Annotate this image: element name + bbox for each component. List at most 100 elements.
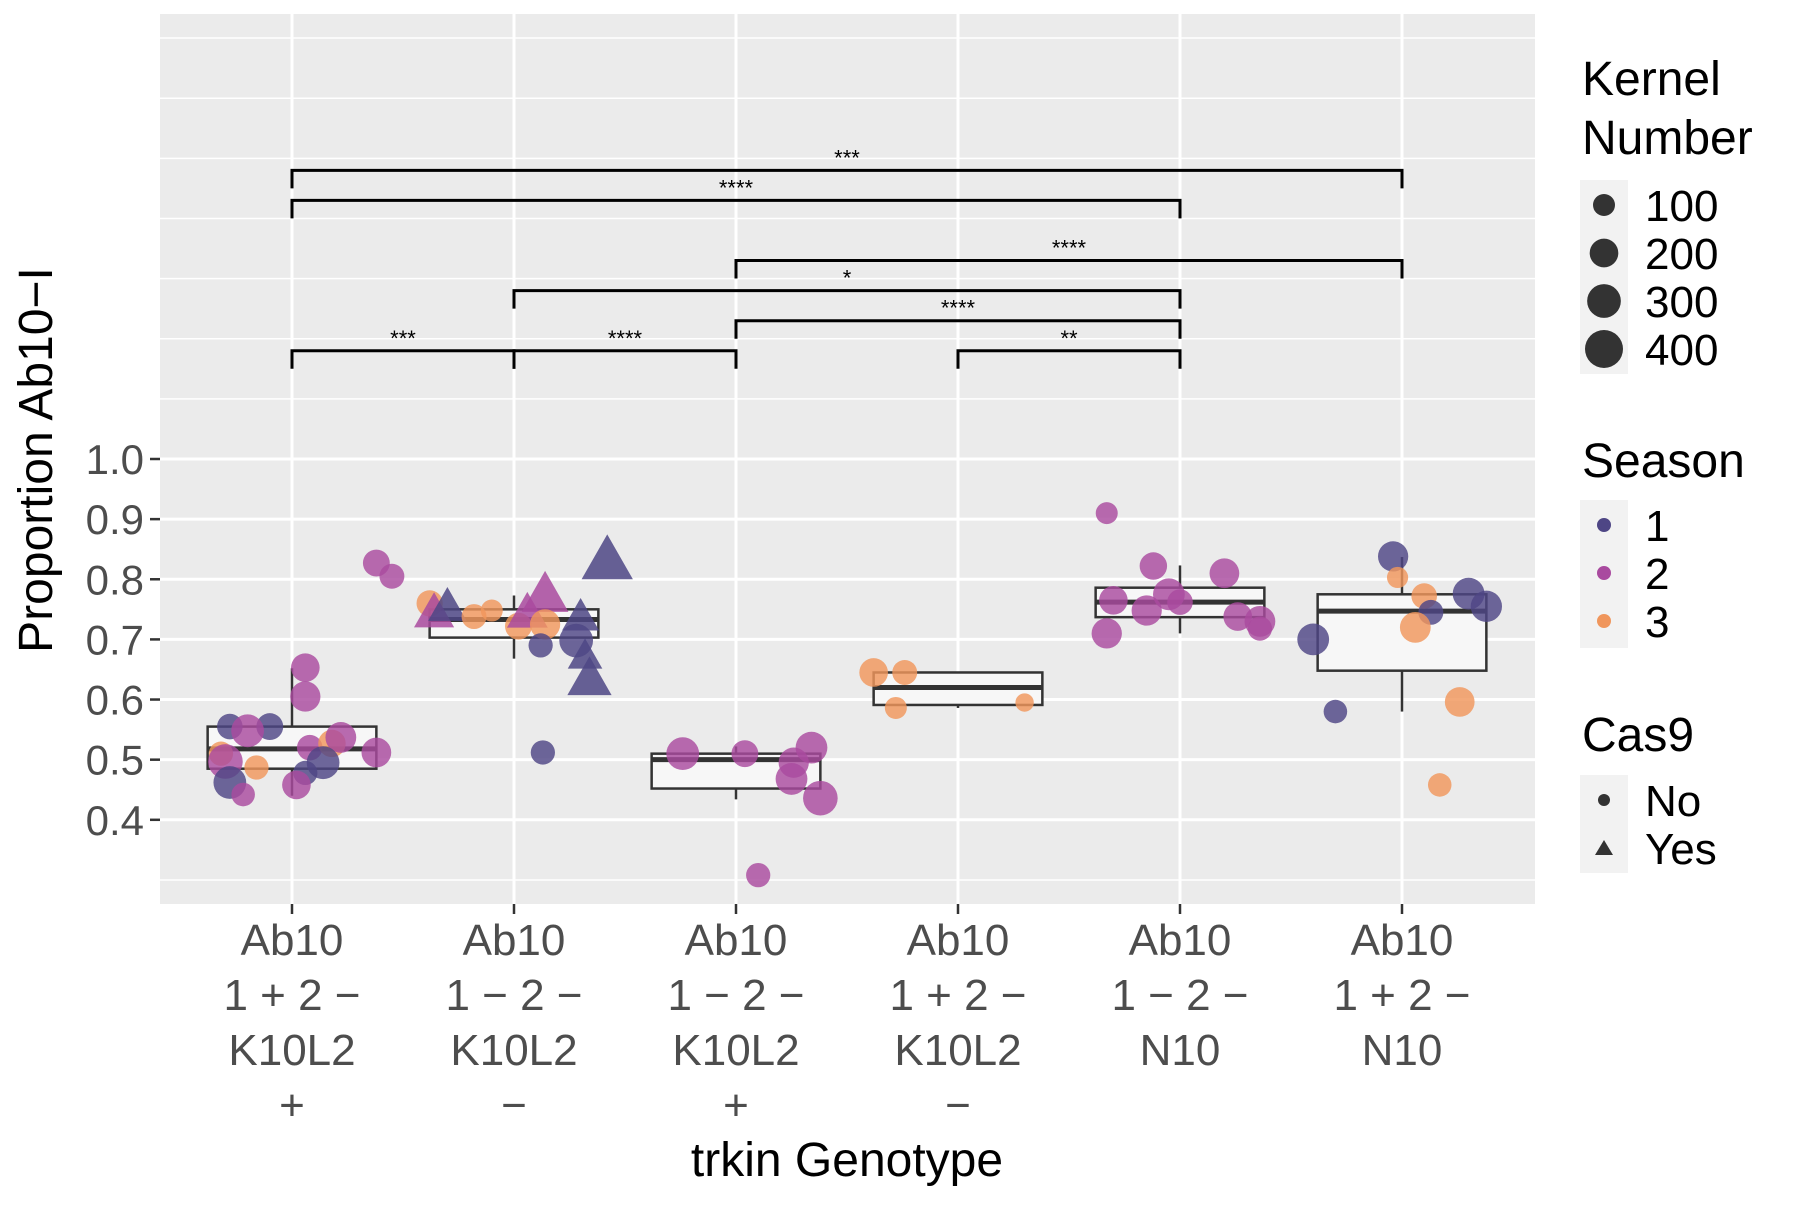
data-point-circle — [1444, 687, 1475, 717]
data-point-triangle — [567, 638, 603, 669]
data-point-circle — [1167, 589, 1193, 615]
x-axis: Ab10 1 + 2 − K10L2 + Ab10 1 − 2 − K10L2 − Ab10 1 … — [223, 904, 1471, 1130]
data-point-circle — [1015, 693, 1034, 712]
y-tick-label: 0.7 — [86, 616, 144, 663]
data-point-circle — [461, 604, 487, 630]
data-point-circle — [291, 653, 320, 682]
x-tick-label: 1 + 2 − — [223, 971, 360, 1020]
data-point-circle — [746, 863, 771, 888]
significance-label: **** — [608, 326, 643, 351]
significance-bracket — [290, 168, 1404, 189]
significance-label: **** — [1052, 236, 1087, 261]
legend-cas9-key-circle — [1598, 794, 1610, 806]
legend-cas9-key-triangle — [1595, 840, 1613, 855]
legend-size-key — [1589, 238, 1619, 268]
significance-bracket — [956, 349, 1182, 369]
legend-size-title: Kernel — [1582, 53, 1721, 106]
legend-size-label: 300 — [1645, 278, 1718, 327]
legend-size-label: 100 — [1645, 182, 1718, 231]
legend-size-key — [1593, 194, 1615, 216]
x-tick-label: Ab10 — [241, 916, 344, 965]
x-tick-label: + — [723, 1081, 749, 1130]
data-point-circle — [1427, 773, 1452, 797]
significance-label: ** — [1060, 326, 1078, 351]
data-point-circle — [1323, 699, 1348, 724]
y-tick-label: 0.9 — [86, 496, 144, 543]
data-point-circle — [1247, 616, 1273, 641]
significance-label: **** — [941, 296, 976, 321]
y-tick-label: 1.0 — [86, 436, 144, 483]
data-point-circle — [731, 740, 759, 768]
legend-size-label: 400 — [1645, 326, 1718, 375]
data-point-circle — [666, 737, 700, 771]
y-axis: 0.4 0.5 0.6 0.7 0.8 0.9 1.0 — [86, 436, 160, 844]
significance-label: * — [843, 266, 852, 291]
data-point-triangle — [581, 534, 633, 580]
data-point-circle — [1209, 558, 1240, 589]
x-tick-label: Ab10 — [907, 916, 1010, 965]
legend-size-title: Number — [1582, 112, 1753, 165]
significance-bracket — [734, 319, 1182, 339]
data-point-circle — [231, 714, 264, 748]
data-point-triangle — [521, 570, 569, 612]
data-point-circle — [1131, 595, 1162, 626]
data-point-circle — [1139, 552, 1168, 580]
significance-label: *** — [834, 145, 860, 170]
x-tick-label: K10L2 — [228, 1026, 355, 1075]
data-point-circle — [1399, 611, 1431, 643]
significance-bracket — [512, 349, 738, 369]
data-point-triangle — [562, 598, 600, 631]
data-point-circle — [892, 660, 918, 685]
data-point-circle — [1377, 541, 1409, 572]
data-points — [208, 502, 1503, 888]
legend-season-title: Season — [1582, 435, 1745, 488]
data-point-circle — [529, 609, 561, 640]
x-tick-label: Ab10 — [1129, 916, 1232, 965]
data-point-circle — [803, 780, 838, 816]
significance-label: *** — [390, 326, 416, 351]
x-tick-label: − — [945, 1081, 971, 1130]
x-tick-label: − — [501, 1081, 527, 1130]
data-point-circle — [290, 681, 321, 712]
x-tick-label: Ab10 — [685, 916, 788, 965]
x-tick-label: N10 — [1140, 1026, 1221, 1075]
x-tick-label: K10L2 — [450, 1026, 577, 1075]
y-tick-label: 0.8 — [86, 556, 144, 603]
x-tick-label: 1 − 2 − — [445, 971, 582, 1020]
legend-size-label: 200 — [1645, 230, 1718, 279]
data-point-circle — [528, 633, 553, 658]
legend-size-key — [1587, 284, 1621, 318]
data-point-circle — [244, 755, 269, 780]
x-tick-label: K10L2 — [894, 1026, 1021, 1075]
legend-season-label: 2 — [1645, 550, 1669, 599]
x-tick-label: Ab10 — [1351, 916, 1454, 965]
data-point-circle — [1091, 618, 1122, 649]
data-point-circle — [775, 763, 808, 795]
legend-cas9-label: Yes — [1645, 825, 1717, 874]
data-point-circle — [231, 782, 255, 807]
x-tick-label: Ab10 — [463, 916, 566, 965]
data-point-circle — [1095, 502, 1118, 525]
legend-season-key — [1597, 614, 1611, 628]
significance-label: **** — [719, 175, 754, 200]
x-tick-label: N10 — [1362, 1026, 1443, 1075]
data-point-circle — [361, 737, 392, 768]
legend-cas9-key-background — [1580, 775, 1628, 873]
y-tick-label: 0.4 — [86, 797, 144, 844]
data-point-triangle — [428, 587, 467, 621]
x-tick-label: K10L2 — [672, 1026, 799, 1075]
data-point-circle — [530, 740, 555, 765]
y-axis-title: Proportion Ab10−I — [10, 267, 63, 653]
data-point-circle — [1386, 566, 1409, 589]
significance-bracket — [512, 289, 1182, 309]
data-point-circle — [884, 696, 907, 719]
legend-season-label: 1 — [1645, 502, 1669, 551]
legend-season-key — [1597, 518, 1611, 532]
x-axis-title: trkin Genotype — [691, 1134, 1003, 1187]
data-point-circle — [325, 722, 357, 753]
x-tick-label: 1 − 2 − — [1111, 971, 1248, 1020]
data-point-circle — [379, 563, 405, 589]
y-tick-label: 0.6 — [86, 677, 144, 724]
data-point-circle — [1099, 586, 1128, 615]
